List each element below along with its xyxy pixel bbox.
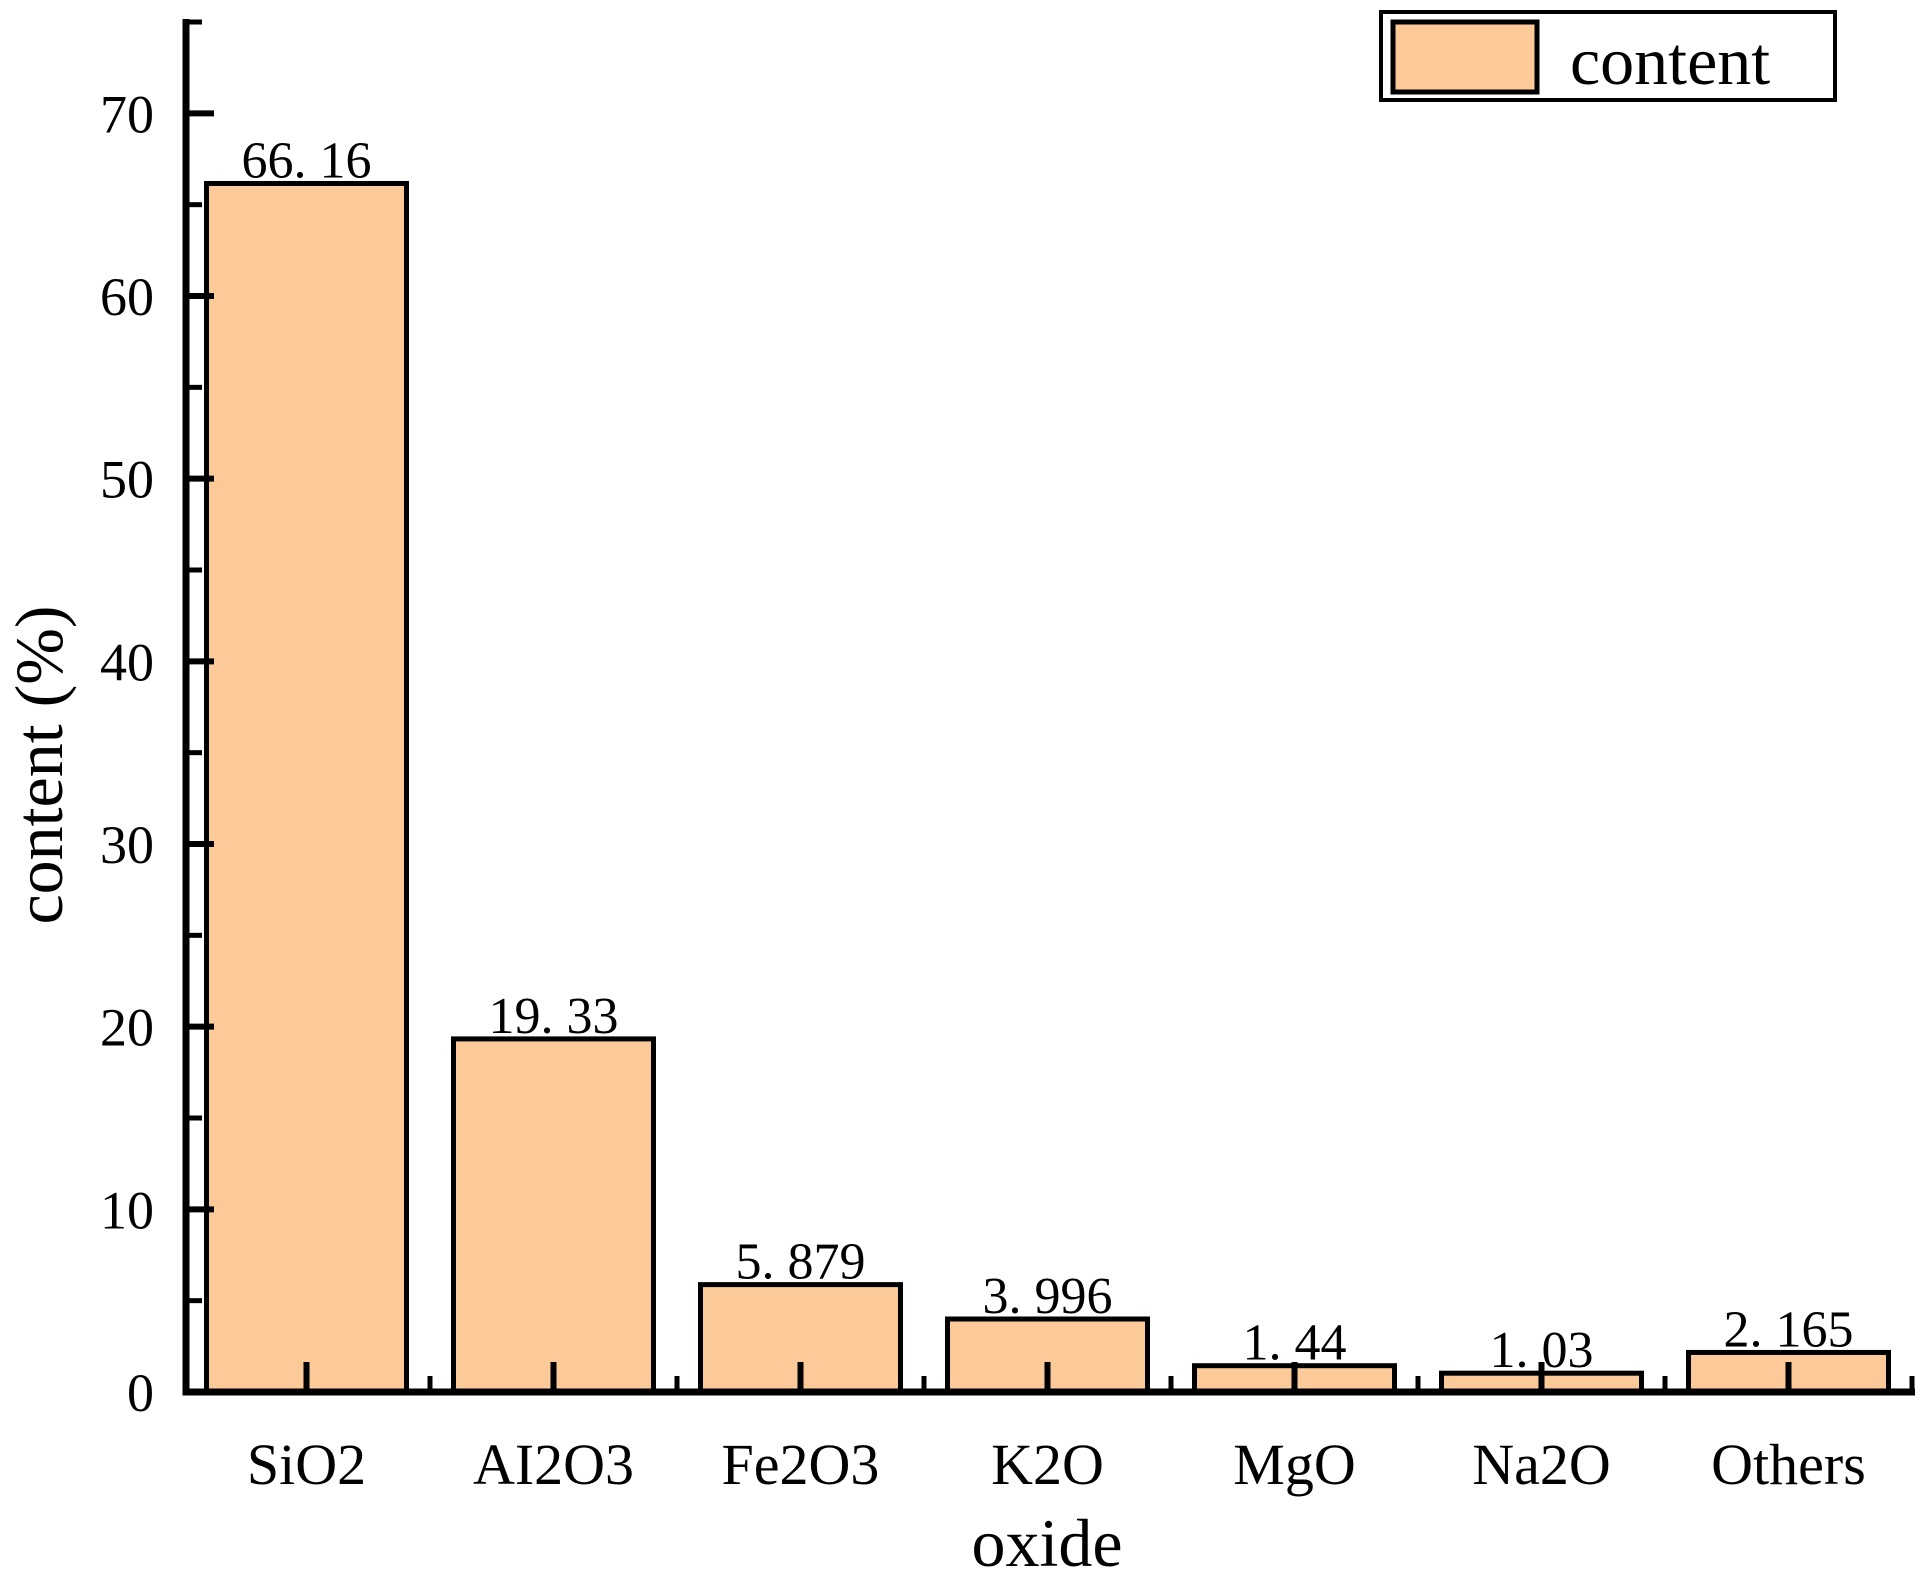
y-tick-label: 0 (127, 1363, 154, 1423)
bar-value-label-sio2: 66. 16 (242, 132, 372, 189)
y-tick-label: 60 (100, 267, 154, 327)
x-axis-category-labels-group: SiO2 AI2O3 Fe2O3 K2O MgO Na2O Others (247, 1432, 1866, 1497)
y-tick-label: 40 (100, 632, 154, 692)
y-axis-tick-labels-group: 0 10 20 30 40 50 60 70 (100, 84, 154, 1423)
x-tick-label-others: Others (1711, 1432, 1866, 1497)
legend-swatch (1390, 19, 1540, 95)
legend: content (1379, 10, 1837, 102)
bar-value-label-k2o: 3. 996 (983, 1268, 1113, 1325)
y-tick-label: 30 (100, 815, 154, 875)
bar-value-label-fe2o3: 5. 879 (736, 1234, 866, 1291)
y-axis-title: content (%) (1, 605, 77, 924)
y-axis-ticks-group (188, 19, 214, 1395)
bars-group (204, 180, 1891, 1395)
y-tick-label: 10 (100, 1180, 154, 1240)
x-tick-label-k2o: K2O (991, 1432, 1104, 1497)
bar-value-label-mgo: 1. 44 (1243, 1315, 1347, 1372)
bar-value-labels-group: 66. 16 19. 33 5. 879 3. 996 1. 44 1. 03 2. 165 (242, 132, 1854, 1379)
legend-label: content (1570, 23, 1770, 99)
y-tick-label: 20 (100, 998, 154, 1058)
y-tick-label: 50 (100, 450, 154, 510)
y-tick-label: 70 (100, 84, 154, 144)
bar-value-label-ai2o3: 19. 33 (489, 988, 619, 1045)
bar-sio2 (204, 180, 409, 1395)
x-tick-label-fe2o3: Fe2O3 (722, 1432, 880, 1497)
bar-value-label-others: 2. 165 (1724, 1301, 1854, 1358)
x-tick-label-mgo: MgO (1233, 1432, 1355, 1497)
bar-value-label-na2o: 1. 03 (1490, 1322, 1594, 1379)
x-axis-ticks-group (303, 1362, 1915, 1389)
x-tick-label-sio2: SiO2 (247, 1432, 366, 1497)
x-axis-title: oxide (971, 1505, 1122, 1581)
bar-ai2o3 (451, 1036, 656, 1395)
x-tick-label-na2o: Na2O (1472, 1432, 1611, 1497)
x-tick-label-ai2o3: AI2O3 (473, 1432, 634, 1497)
